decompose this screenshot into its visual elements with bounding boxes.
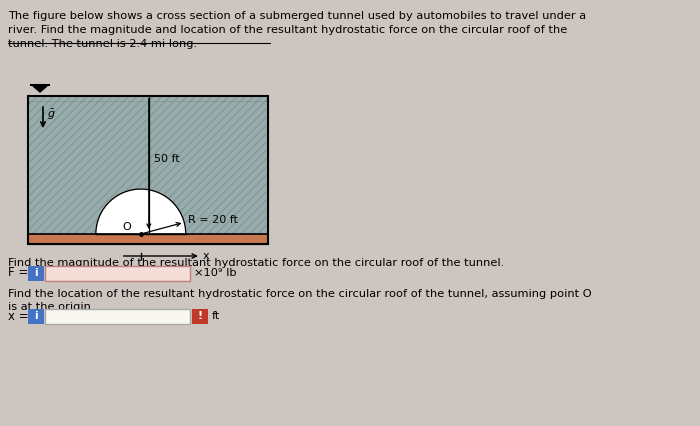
Text: x: x (203, 251, 209, 261)
FancyBboxPatch shape (28, 265, 44, 280)
Text: river. Find the magnitude and location of the resultant hydrostatic force on the: river. Find the magnitude and location o… (8, 25, 567, 35)
Bar (28, 234, 268, 244)
Text: i: i (34, 268, 38, 278)
Text: Find the location of the resultant hydrostatic force on the circular roof of the: Find the location of the resultant hydro… (8, 289, 592, 299)
Text: 50 ft: 50 ft (154, 154, 179, 164)
Text: The figure below shows a cross section of a submerged tunnel used by automobiles: The figure below shows a cross section o… (8, 11, 586, 21)
Text: Find the magnitude of the resultant hydrostatic force on the circular roof of th: Find the magnitude of the resultant hydr… (8, 258, 504, 268)
FancyBboxPatch shape (28, 308, 44, 323)
Text: is at the origin.: is at the origin. (8, 302, 95, 312)
Text: F =: F = (8, 267, 28, 279)
Text: x =: x = (8, 310, 29, 322)
Text: R = 20 ft: R = 20 ft (188, 216, 238, 225)
Bar (28, 96, 268, 244)
Bar (28, 96, 268, 234)
FancyBboxPatch shape (45, 265, 190, 280)
Polygon shape (33, 86, 47, 92)
Text: O: O (122, 222, 131, 232)
Text: ×10⁹ lb: ×10⁹ lb (194, 268, 237, 278)
Polygon shape (96, 189, 186, 234)
Bar (28, 96, 268, 234)
Text: tunnel. The tunnel is 2.4 mi long.: tunnel. The tunnel is 2.4 mi long. (8, 39, 197, 49)
Text: 0: 0 (137, 265, 144, 275)
FancyBboxPatch shape (45, 308, 190, 323)
Text: ft: ft (212, 311, 220, 321)
Text: i: i (34, 311, 38, 321)
Text: $\bar{g}$: $\bar{g}$ (47, 108, 55, 122)
Text: !: ! (197, 311, 202, 321)
FancyBboxPatch shape (192, 308, 208, 323)
